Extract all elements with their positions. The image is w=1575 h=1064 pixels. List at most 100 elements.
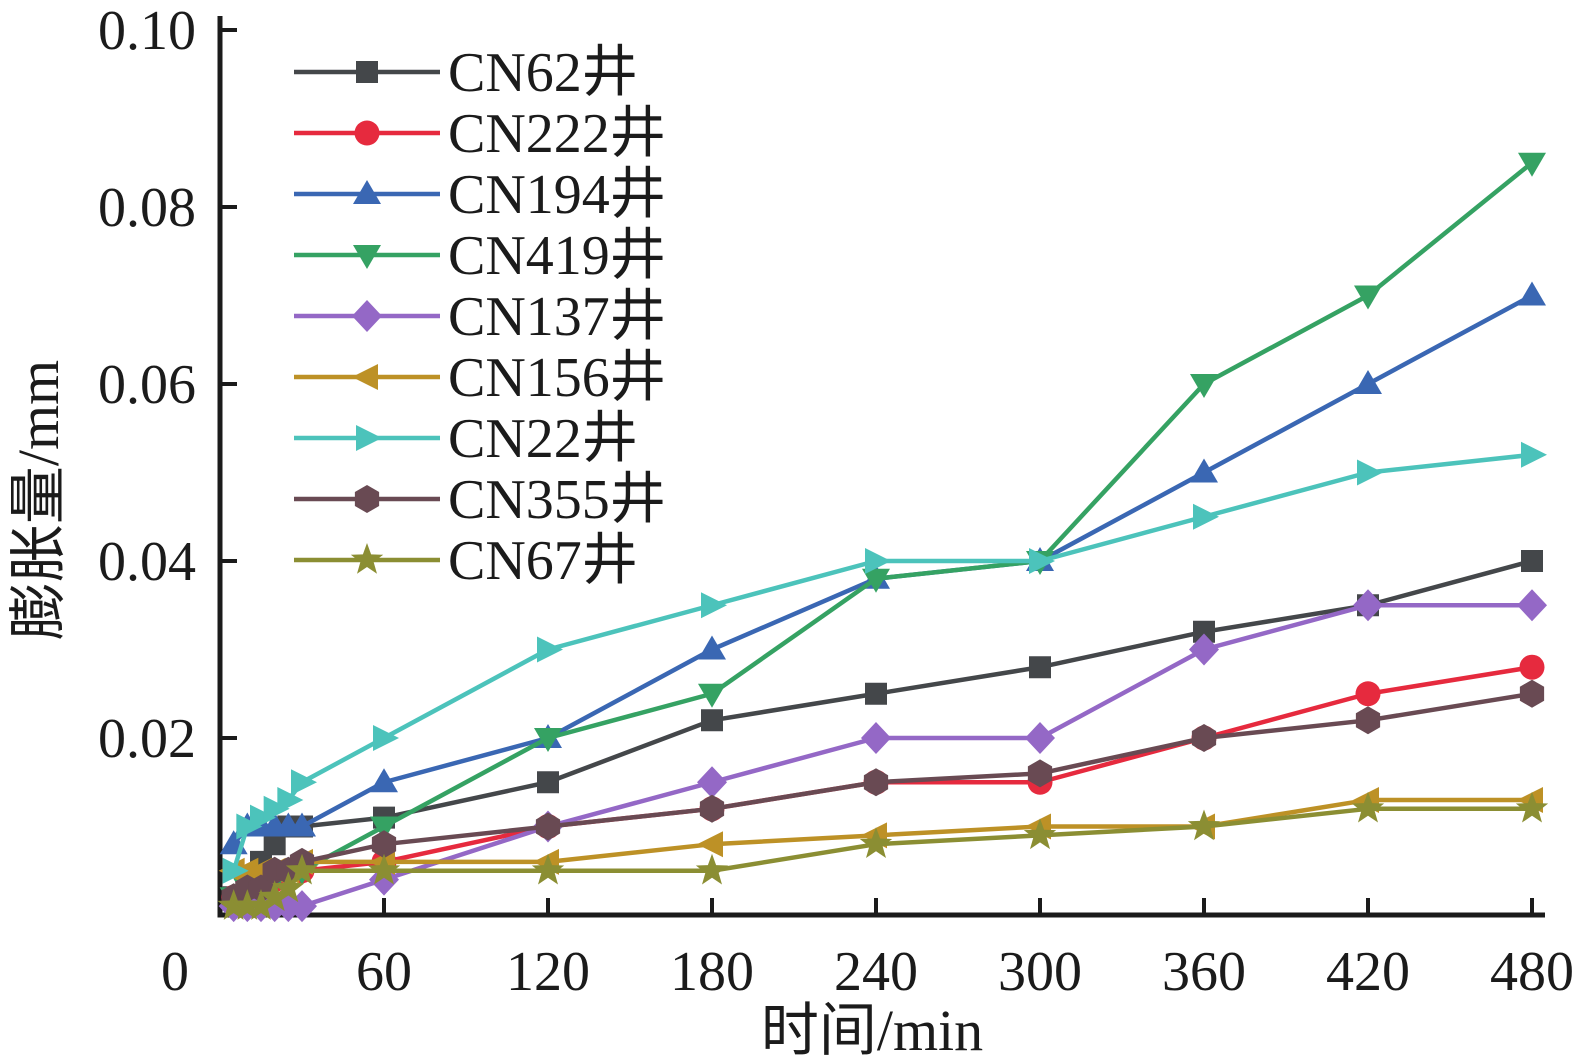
- data-point-CN194井-30min: [288, 812, 316, 837]
- y-tick-label-0.02: 0.02: [98, 708, 196, 770]
- data-point-CN67井-5min: [217, 889, 250, 920]
- series-layer: [217, 152, 1549, 923]
- data-point-CN419井-120min: [534, 728, 562, 752]
- legend: CN62井CN222井CN194井CN419井CN137井CN156井CN22井…: [294, 42, 666, 592]
- data-point-CN62井-20min: [263, 833, 286, 856]
- series-CN419井: [219, 152, 1546, 912]
- data-point-CN22井-60min: [373, 725, 399, 751]
- legend-marker-CN222井: [354, 120, 380, 146]
- data-point-CN137井-300min: [1025, 722, 1055, 754]
- legend-marker-CN194井: [353, 180, 381, 204]
- data-point-CN137井-240min: [861, 722, 891, 754]
- data-point-CN222井-480min: [1519, 654, 1545, 680]
- data-point-CN419井-240min: [862, 568, 890, 593]
- legend-marker-CN22井: [356, 425, 382, 451]
- data-point-CN62井-240min: [865, 682, 887, 705]
- x-tick-label-60: 60: [356, 941, 412, 1003]
- legend-item-CN137井: CN137井: [294, 286, 666, 348]
- data-point-CN355井-120min: [535, 812, 561, 841]
- y-tick-label-0.10: 0.10: [98, 0, 196, 62]
- data-point-CN22井-420min: [1357, 459, 1383, 486]
- y-tick-label-0.08: 0.08: [98, 177, 196, 239]
- data-point-CN355井-480min: [1519, 679, 1545, 708]
- data-point-CN67井-15min: [244, 889, 278, 920]
- legend-label-CN62井: CN62井: [448, 42, 638, 104]
- legend-item-CN419井: CN419井: [294, 225, 666, 287]
- data-point-CN67井-120min: [531, 853, 565, 885]
- data-point-CN22井-300min: [1029, 548, 1055, 574]
- legend-label-CN67井: CN67井: [448, 530, 638, 592]
- data-point-CN355井-180min: [699, 794, 725, 823]
- data-point-CN355井-240min: [863, 768, 889, 797]
- data-point-CN67井-30min: [285, 853, 319, 885]
- data-point-CN22井-480min: [1521, 441, 1547, 468]
- legend-item-CN62井: CN62井: [294, 42, 638, 104]
- series-CN67井: [217, 791, 1549, 920]
- data-point-CN22井-10min: [236, 813, 263, 840]
- data-point-CN137井-360min: [1189, 633, 1219, 666]
- legend-label-CN156井: CN156井: [448, 347, 666, 409]
- data-point-CN67井-25min: [272, 871, 305, 903]
- x-tick-label-420: 420: [1326, 941, 1410, 1003]
- data-point-CN222井-420min: [1355, 681, 1381, 707]
- data-point-CN62井-180min: [701, 709, 723, 732]
- legend-marker-CN419井: [353, 245, 381, 269]
- data-point-CN67井-420min: [1351, 791, 1385, 823]
- data-point-CN194井-60min: [370, 768, 398, 793]
- legend-item-CN355井: CN355井: [294, 469, 666, 531]
- data-point-CN67井-360min: [1187, 809, 1221, 841]
- data-point-CN194井-360min: [1190, 458, 1218, 483]
- y-tick-label-0.06: 0.06: [98, 354, 196, 416]
- axis-lines: [217, 16, 1545, 918]
- data-point-CN22井-360min: [1193, 503, 1219, 530]
- data-point-CN156井-180min: [697, 831, 723, 858]
- legend-marker-CN137井: [352, 300, 382, 332]
- x-tick-label-180: 180: [670, 941, 754, 1003]
- data-point-CN22井-120min: [537, 636, 563, 663]
- legend-label-CN222井: CN222井: [448, 103, 666, 165]
- series-CN194井: [219, 281, 1546, 855]
- data-point-CN22井-240min: [865, 548, 891, 574]
- x-tick-label-480: 480: [1490, 941, 1574, 1003]
- legend-marker-CN67井: [350, 543, 384, 574]
- data-point-CN355井-300min: [1027, 759, 1053, 788]
- data-point-CN62井-300min: [1029, 656, 1051, 679]
- data-point-CN137井-420min: [1353, 589, 1383, 622]
- x-axis-title: 时间/min: [761, 998, 983, 1063]
- x-tick-label-0: 0: [161, 941, 189, 1003]
- data-point-CN67井-60min: [367, 853, 401, 885]
- legend-label-CN194井: CN194井: [448, 164, 666, 226]
- series-line-CN67井: [233, 806, 1532, 909]
- data-point-CN194井-420min: [1354, 370, 1382, 394]
- data-point-CN67井-240min: [859, 827, 893, 858]
- legend-label-CN419井: CN419井: [448, 225, 666, 287]
- x-tick-label-240: 240: [834, 941, 918, 1003]
- legend-label-CN137井: CN137井: [448, 286, 666, 348]
- data-point-CN22井-25min: [277, 786, 304, 813]
- legend-item-CN22井: CN22井: [294, 408, 638, 470]
- data-point-CN355井-60min: [371, 830, 397, 859]
- legend-item-CN156井: CN156井: [294, 347, 666, 409]
- data-point-CN22井-30min: [291, 769, 317, 796]
- y-tick-label-0.04: 0.04: [98, 531, 196, 593]
- data-point-CN67井-180min: [695, 853, 729, 885]
- data-point-CN355井-420min: [1355, 706, 1381, 735]
- data-point-CN419井-420min: [1354, 285, 1382, 310]
- data-point-CN62井-360min: [1193, 620, 1215, 643]
- data-point-CN67井-20min: [258, 880, 291, 912]
- legend-marker-CN62井: [356, 61, 378, 83]
- x-tick-label-300: 300: [998, 941, 1082, 1003]
- legend-item-CN222井: CN222井: [294, 103, 666, 165]
- legend-marker-CN355井: [354, 485, 380, 513]
- data-point-CN137井-480min: [1517, 589, 1547, 622]
- data-point-CN22井-20min: [263, 795, 290, 822]
- legend-label-CN355井: CN355井: [448, 469, 666, 531]
- data-point-CN419井-180min: [698, 683, 726, 708]
- data-point-CN419井-360min: [1190, 374, 1218, 398]
- data-point-CN22井-5min: [222, 857, 249, 884]
- x-tick-label-360: 360: [1162, 941, 1246, 1003]
- data-point-CN137井-180min: [697, 766, 727, 799]
- legend-item-CN67井: CN67井: [294, 530, 638, 592]
